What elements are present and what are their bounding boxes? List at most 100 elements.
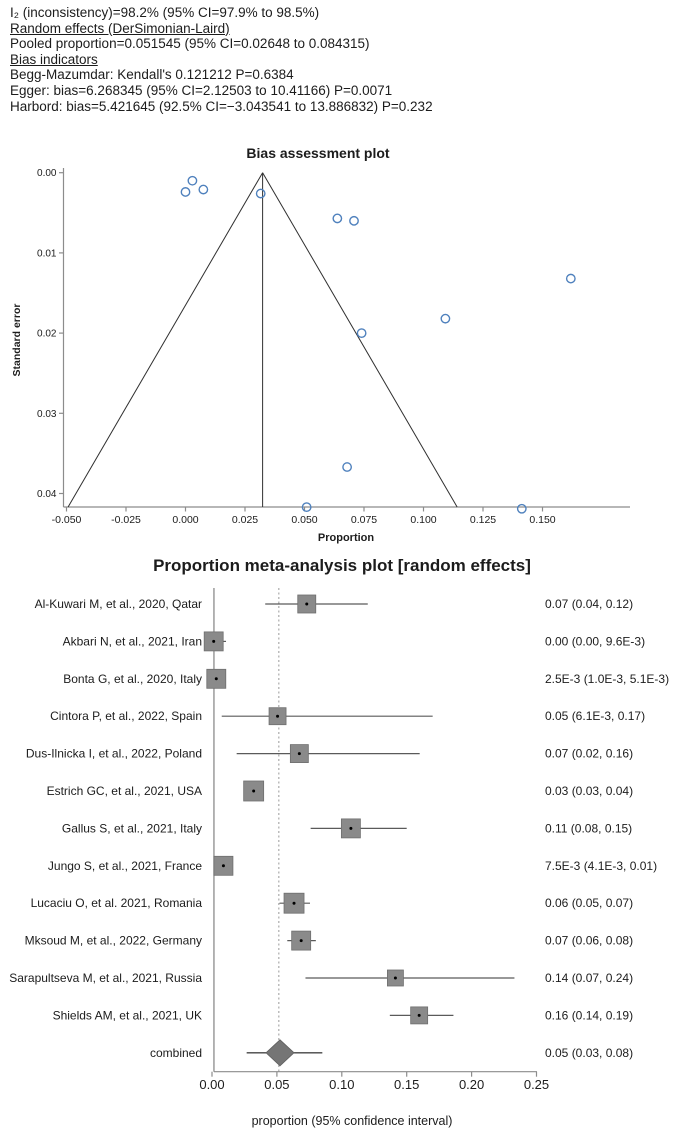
funnel-point [356, 328, 367, 339]
forest-x-tick-label: 0.10 [329, 1077, 354, 1092]
funnel-x-tick-label: 0.075 [351, 514, 377, 526]
estimate-value: 0.07 (0.06, 0.08) [545, 934, 633, 948]
point-estimate-dot [252, 789, 256, 793]
funnel-x-tick-label: 0.150 [529, 514, 555, 526]
estimate-value: 7.5E-3 (4.1E-3, 0.01) [545, 859, 657, 873]
funnel-x-tick-label: -0.050 [52, 514, 82, 526]
funnel-x-tick-label: -0.025 [111, 514, 141, 526]
point-estimate-dot [297, 752, 301, 756]
estimate-value: 2.5E-3 (1.0E-3, 5.1E-3) [545, 672, 669, 686]
point-estimate-dot [214, 677, 218, 681]
study-label: Sarapultseva M, et al., 2021, Russia [9, 971, 202, 985]
study-label: Dus-Ilnicka I, et al., 2022, Poland [26, 747, 202, 761]
forest-row: Shields AM, et al., 2021, UK 0.16 (0.14, … [53, 1006, 633, 1025]
point-estimate-dot [212, 639, 216, 643]
point-estimate-dot [417, 1013, 421, 1017]
forest-row: Akbari N, et al., 2021, Iran 0.00 (0.00, … [63, 631, 645, 652]
funnel-x-tick-label: 0.050 [291, 514, 317, 526]
study-label: Estrich GC, et al., 2021, USA [47, 784, 202, 798]
estimate-value: 0.07 (0.02, 0.16) [545, 747, 633, 761]
forest-axis [211, 1071, 538, 1077]
funnel-title: Bias assessment plot [246, 145, 390, 161]
estimate-value: 0.11 (0.08, 0.15) [545, 821, 632, 835]
funnel-point [255, 188, 266, 199]
funnel-point [301, 502, 312, 513]
study-label: Cintora P, et al., 2022, Spain [50, 709, 202, 723]
forest-row: Lucaciu O, et al. 2021, Romania 0.06 (0.0… [31, 892, 633, 914]
forest-x-tick-label: 0.25 [524, 1077, 549, 1092]
forest-combined-row: combined 0.05 (0.03, 0.08) [150, 1039, 633, 1067]
estimate-value: 0.14 (0.07, 0.24) [545, 971, 633, 985]
study-label: Shields AM, et al., 2021, UK [53, 1008, 202, 1022]
forest-x-tick-label: 0.20 [459, 1077, 484, 1092]
funnel-plot: Bias assessment plot 0.00 0.01 0.02 0.03 0.04… [11, 145, 630, 544]
forest-title: Proportion meta-analysis plot [random ef… [153, 556, 531, 575]
funnel-x-tick-label: 0.100 [410, 514, 436, 526]
funnel-y-tick-label: 0.02 [37, 329, 57, 340]
point-estimate-dot [276, 714, 280, 718]
summary-statistics: I₂ (inconsistency)=98.2% (95% CI=97.9% t… [10, 5, 433, 114]
forest-row: Al-Kuwari M, et al., 2020, Qatar 0.07 (0.… [35, 594, 633, 614]
estimate-value: 0.06 (0.05, 0.07) [545, 896, 633, 910]
forest-x-tick-label: 0.00 [199, 1077, 224, 1092]
funnel-axes [59, 168, 630, 512]
funnel-y-tick-label: 0.03 [37, 409, 57, 420]
forest-row: Dus-Ilnicka I, et al., 2022, Poland 0.07 … [26, 744, 633, 764]
point-estimate-dot [349, 826, 353, 830]
funnel-y-axis-label: Standard error [11, 304, 23, 377]
study-label: Jungo S, et al., 2021, France [48, 859, 202, 873]
random-effects-heading: Random effects (DerSimonian-Laird) [10, 20, 230, 36]
estimate-value: 0.03 (0.03, 0.04) [545, 784, 633, 798]
estimate-value: 0.07 (0.04, 0.12) [545, 597, 633, 611]
estimate-value: 0.16 (0.14, 0.19) [545, 1008, 633, 1022]
forest-row: Mksoud M, et al., 2022, Germany 0.07 (0.0… [25, 930, 633, 951]
funnel-x-tick-label: 0.125 [470, 514, 496, 526]
study-label: Bonta G, et al., 2020, Italy [63, 672, 202, 686]
egger-line: Egger: bias=6.268345 (95% CI=2.12503 to … [10, 82, 393, 98]
point-estimate-dot [305, 602, 309, 606]
combined-label: combined [150, 1046, 202, 1060]
point-estimate-dot [292, 901, 296, 905]
study-label: Lucaciu O, et al. 2021, Romania [31, 896, 203, 910]
funnel-point [440, 313, 451, 324]
point-estimate-dot [393, 976, 397, 980]
heterogeneity-line: I₂ (inconsistency)=98.2% (95% CI=97.9% t… [10, 5, 320, 20]
funnel-point [342, 462, 353, 472]
funnel-points [180, 175, 576, 514]
funnel-point [198, 184, 209, 195]
forest-x-axis-label: proportion (95% confidence interval) [252, 1114, 453, 1128]
forest-row: Estrich GC, et al., 2021, USA 0.03 (0.03,… [47, 780, 633, 802]
forest-row: Sarapultseva M, et al., 2021, Russia 0.14… [9, 969, 633, 987]
funnel-point [516, 503, 527, 514]
combined-diamond [265, 1039, 295, 1067]
study-label: Al-Kuwari M, et al., 2020, Qatar [35, 597, 202, 611]
forest-row: Cintora P, et al., 2022, Spain 0.05 (6.1E… [50, 707, 645, 726]
study-label: Gallus S, et al., 2021, Italy [62, 821, 202, 835]
funnel-x-axis-label: Proportion [318, 532, 374, 544]
combined-estimate-value: 0.05 (0.03, 0.08) [545, 1046, 633, 1060]
pooled-proportion-line: Pooled proportion=0.051545 (95% CI=0.026… [10, 36, 370, 52]
point-estimate-dot [299, 939, 303, 943]
funnel-x-tick-label: 0.000 [172, 514, 198, 526]
forest-row: Bonta G, et al., 2020, Italy 2.5E-3 (1.0E… [63, 668, 669, 689]
funnel-y-tick-label: 0.04 [37, 489, 57, 500]
study-label: Mksoud M, et al., 2022, Germany [25, 934, 202, 948]
funnel-y-tick-label: 0.01 [37, 248, 57, 259]
funnel-outline [67, 172, 458, 508]
forest-row: Gallus S, et al., 2021, Italy 0.11 (0.08,… [62, 818, 632, 839]
funnel-point [180, 187, 191, 197]
forest-plot: Proportion meta-analysis plot [random ef… [9, 556, 669, 1128]
forest-row: Jungo S, et al., 2021, France 7.5E-3 (4.1… [48, 855, 657, 876]
funnel-x-tick-label: 0.025 [232, 514, 258, 526]
funnel-y-tick-label: 0.00 [37, 168, 57, 179]
funnel-point [565, 273, 576, 284]
bias-indicators-heading: Bias indicators [10, 51, 98, 67]
funnel-point [187, 175, 198, 186]
harbord-line: Harbord: bias=5.421645 (92.5% CI=−3.0435… [10, 98, 433, 114]
forest-x-tick-label: 0.05 [264, 1077, 289, 1092]
forest-x-tick-label: 0.15 [394, 1077, 419, 1092]
study-label: Akbari N, et al., 2021, Iran [63, 634, 202, 648]
funnel-point [332, 213, 343, 224]
point-estimate-dot [221, 864, 225, 868]
